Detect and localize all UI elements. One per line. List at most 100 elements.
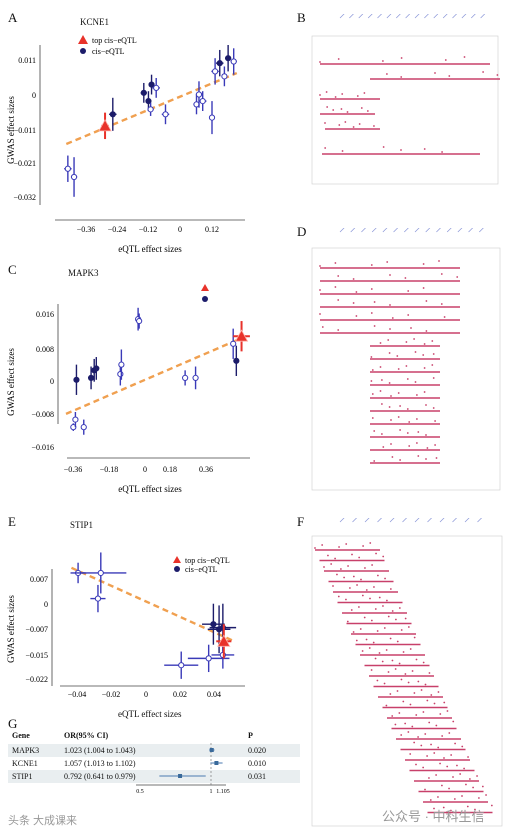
panel-e-xtick: 0 <box>144 690 148 699</box>
snp-dot <box>422 287 425 289</box>
panel-e-ytick: −0.007 <box>25 625 48 634</box>
panel-letter-b: B <box>297 10 306 25</box>
snp-dot <box>469 778 471 780</box>
legend-cis-label: cis−eQTL <box>92 47 125 56</box>
snp-dot <box>424 683 427 686</box>
snp-dot <box>439 713 442 715</box>
forest-or-marker <box>214 761 219 765</box>
snp-dot <box>314 547 316 549</box>
snp-dot <box>404 617 407 620</box>
data-point <box>210 621 217 628</box>
snp-dot <box>391 610 394 612</box>
stip1-scatter-plot: top cis−eQTL cis−eQTL 0.007 0 −0.007 −0.… <box>6 552 245 699</box>
snp-dot <box>413 692 416 694</box>
snp-dot <box>452 720 455 723</box>
snp-dot <box>433 752 436 754</box>
snp-dot <box>397 392 400 394</box>
link-line <box>339 228 345 233</box>
snp-dot <box>408 445 411 447</box>
forest-row-mapk3: MAPK3 1.023 (1.004 to 1.043) 0.020 <box>8 744 300 757</box>
snp-dot <box>429 799 432 801</box>
panel-f-link-lines <box>339 518 482 523</box>
snp-dot <box>352 126 355 128</box>
panel-c-xtick: −0.36 <box>64 465 83 474</box>
snp-dot <box>390 419 392 421</box>
snp-dot <box>433 807 435 810</box>
snp-dot <box>352 302 355 304</box>
snp-dot <box>446 710 449 712</box>
link-line <box>452 518 457 523</box>
link-line <box>427 518 432 523</box>
forest-row-p: 0.020 <box>248 746 266 755</box>
snp-dot <box>371 564 373 566</box>
snp-dot <box>456 764 458 767</box>
snp-dot <box>437 746 440 749</box>
snp-dot <box>425 300 428 302</box>
snp-dot <box>416 394 418 396</box>
forest-row-or: 1.023 (1.004 to 1.043) <box>64 746 136 755</box>
snp-dot <box>425 404 427 406</box>
panel-a-xtick: −0.24 <box>108 225 127 234</box>
data-point <box>109 111 116 118</box>
snp-dot <box>381 379 383 381</box>
snp-dot <box>383 627 386 629</box>
snp-dot <box>376 630 379 632</box>
data-point <box>195 91 203 98</box>
snp-dot <box>426 755 428 757</box>
panel-a-ytick: 0 <box>32 91 36 100</box>
snp-dot <box>373 125 375 127</box>
snp-dot <box>417 431 420 433</box>
snp-dot <box>375 552 377 555</box>
data-point <box>230 340 237 347</box>
snp-dot <box>389 274 391 276</box>
snp-dot <box>448 787 450 790</box>
forest-row-p: 0.031 <box>248 772 266 781</box>
top-eqtl-point <box>234 329 249 342</box>
snp-dot <box>382 60 384 62</box>
snp-dot <box>382 555 385 558</box>
forest-row-or: 1.057 (1.013 to 1.102) <box>64 759 136 768</box>
snp-dot <box>430 694 433 696</box>
panel-e-xtick: 0.04 <box>207 690 221 699</box>
snp-dot <box>371 369 374 371</box>
snp-dot <box>321 326 324 328</box>
panel-a-ytick: −0.011 <box>14 126 36 135</box>
legend-cis-dot-icon <box>80 48 86 54</box>
panel-c-ytick: 0.008 <box>36 345 54 354</box>
link-line <box>402 518 407 523</box>
snp-dot <box>391 317 394 319</box>
panel-letter-g: G <box>8 716 18 731</box>
snp-dot <box>385 649 388 651</box>
snp-dot <box>450 809 452 812</box>
snp-dot <box>341 93 344 95</box>
snp-dot <box>478 797 480 799</box>
snp-dot <box>373 301 376 303</box>
snp-dot <box>417 680 420 683</box>
snp-dot <box>414 381 417 383</box>
snp-dot <box>400 734 403 736</box>
snp-dot <box>389 588 392 590</box>
panel-b-locus-plot <box>311 14 500 185</box>
snp-dot <box>400 678 403 681</box>
snp-dot <box>337 329 340 331</box>
snp-dot <box>435 457 438 459</box>
snp-dot <box>435 724 438 727</box>
data-point <box>230 58 237 65</box>
snp-dot <box>338 546 340 548</box>
snp-dot <box>404 673 407 675</box>
snp-dot <box>398 712 401 714</box>
snp-dot <box>443 316 446 318</box>
data-point <box>136 317 143 325</box>
snp-dot <box>422 661 425 664</box>
snp-dot <box>459 773 462 775</box>
snp-dot <box>398 662 401 665</box>
snp-dot <box>465 783 467 786</box>
data-point <box>147 106 154 113</box>
panel-c-xtick: 0 <box>143 465 147 474</box>
panel-f-tracks <box>314 542 493 814</box>
panel-a-plot-area <box>64 45 238 197</box>
link-line <box>371 228 377 233</box>
panel-d-tracks <box>319 260 460 464</box>
panel-e-ytick: 0 <box>44 600 48 609</box>
snp-dot <box>390 395 392 397</box>
